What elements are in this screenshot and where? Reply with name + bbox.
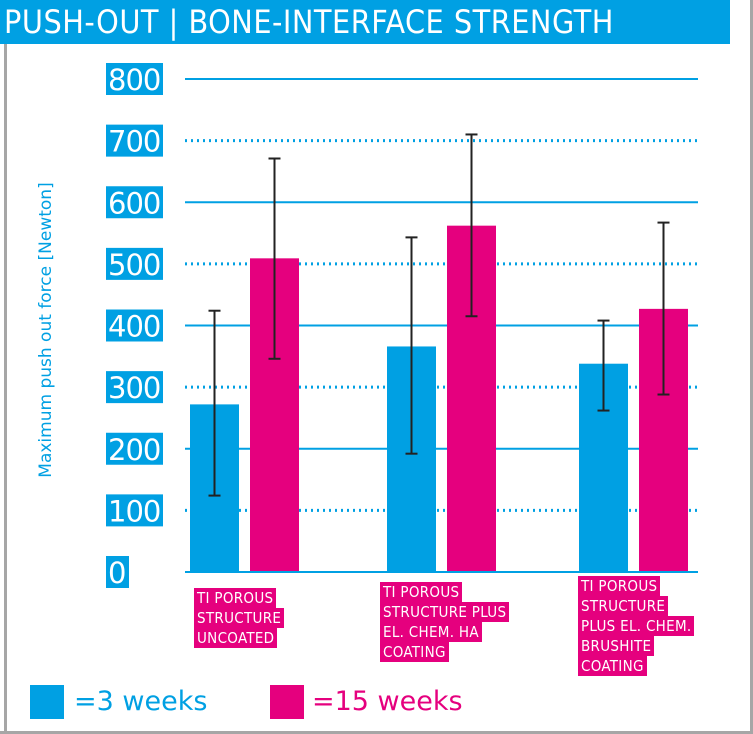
y-tick-bg-100 [106, 494, 163, 527]
category-label-2-line-2: STRUCTURE PLUS [380, 602, 510, 622]
y-tick-label-700: 700 [108, 125, 160, 159]
category-label-1-line-3: UNCOATED [194, 628, 278, 648]
y-tick-label-0: 0 [108, 556, 125, 590]
legend-label-15-weeks: =15 weeks [312, 686, 463, 717]
y-tick-bg-0 [106, 556, 129, 588]
y-axis-label: Maximum push out force [Newton] [36, 182, 56, 478]
y-tick-label-400: 400 [108, 310, 160, 344]
category-label-3-line-5: COATING [578, 656, 647, 676]
category-label-3-line-2: STRUCTURE [578, 596, 669, 616]
category-label-3-line-1: TI POROUS [578, 576, 661, 596]
category-label-3-line-3: PLUS EL. CHEM. [578, 616, 695, 636]
chart-title: PUSH-OUT | BONE-INTERFACE STRENGTH [0, 0, 730, 44]
category-label-1-line-1: TI POROUS [194, 588, 277, 608]
category-label-1-line-2: STRUCTURE [194, 608, 285, 628]
frame-left-border [4, 44, 7, 734]
y-tick-bg-400 [106, 309, 163, 342]
y-tick-bg-200 [106, 432, 163, 465]
legend-swatch-15-weeks [270, 685, 304, 719]
y-tick-label-300: 300 [108, 371, 160, 405]
y-tick-bg-800 [106, 63, 163, 95]
legend-swatch-3-weeks [30, 685, 64, 719]
y-tick-label-200: 200 [108, 433, 160, 467]
category-label-2-line-4: COATING [380, 642, 449, 662]
y-tick-label-500: 500 [108, 248, 160, 282]
category-label-3-line-4: BRUSHITE [578, 636, 655, 656]
y-tick-label-800: 800 [108, 63, 160, 97]
y-tick-bg-700 [106, 124, 163, 157]
y-tick-bg-300 [106, 371, 163, 404]
y-tick-label-100: 100 [108, 494, 160, 528]
category-label-2-line-3: EL. CHEM. HA [380, 622, 482, 642]
y-tick-bg-600 [106, 186, 163, 219]
category-label-2-line-1: TI POROUS [380, 582, 463, 602]
y-tick-label-600: 600 [108, 186, 160, 220]
legend-label-3-weeks: =3 weeks [74, 686, 208, 717]
y-tick-bg-500 [106, 247, 163, 280]
